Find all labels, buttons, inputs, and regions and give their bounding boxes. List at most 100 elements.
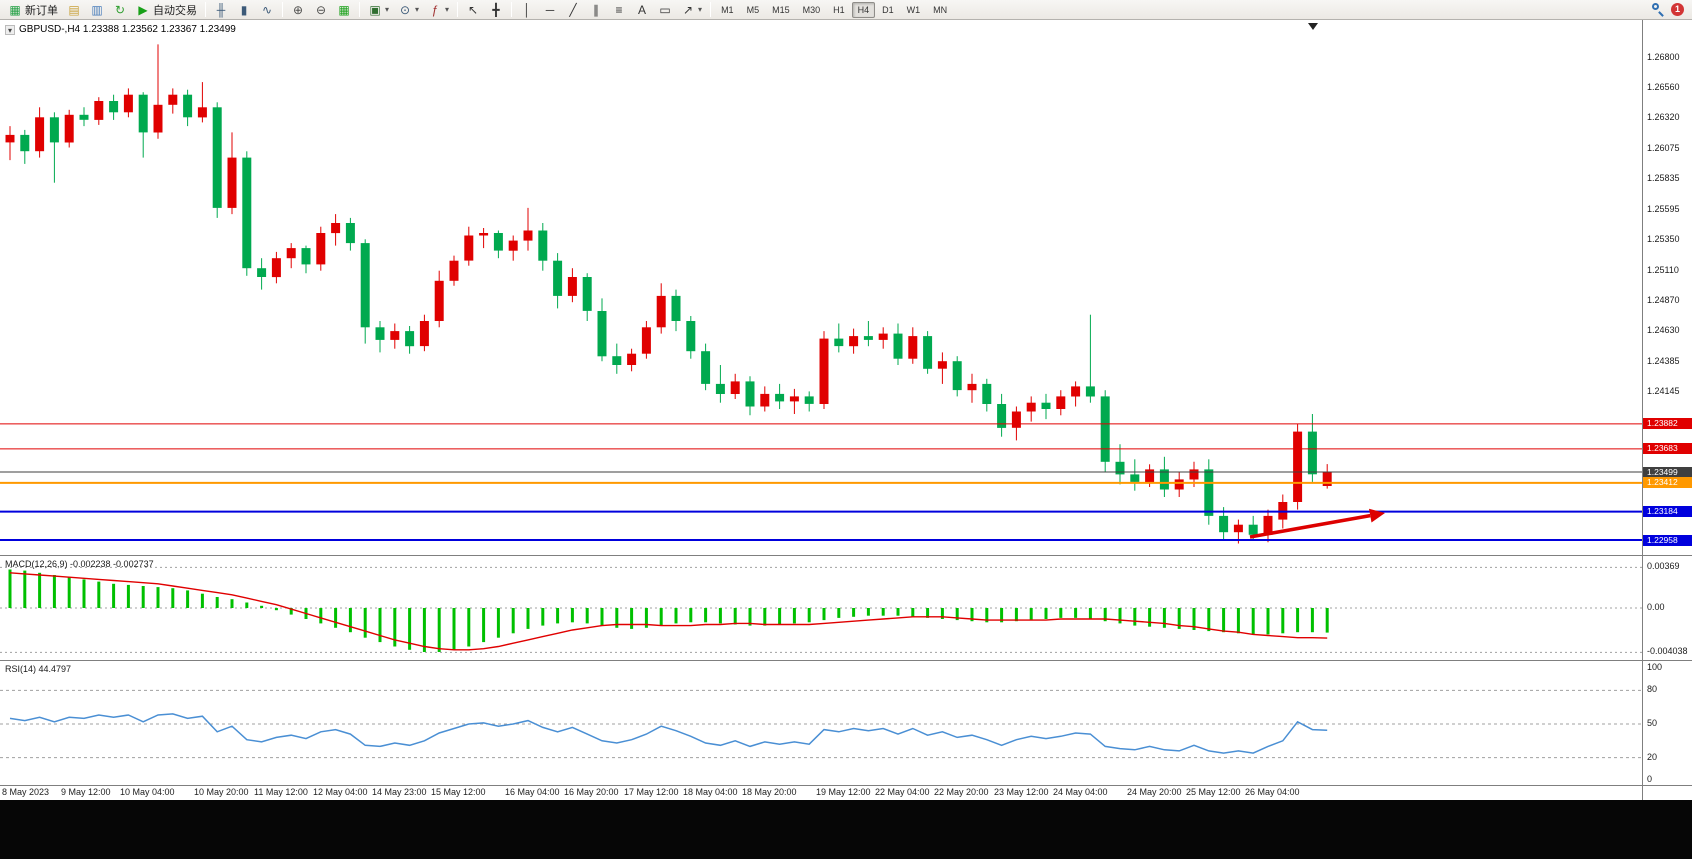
time-axis-label: 24 May 20:00	[1127, 787, 1182, 797]
auto-trading-button[interactable]: ▶ 自动交易	[132, 1, 201, 19]
chart-header: ▾ GBPUSD-,H4 1.23388 1.23562 1.23367 1.2…	[5, 24, 236, 35]
shapes-icon-glyph: ▭	[659, 2, 671, 17]
search-icon-handle	[1658, 11, 1664, 17]
crosshair-icon[interactable]: ╋	[485, 1, 507, 19]
main-chart-panel: 1.26800 1.26560 1.26320 1.26075 1.25835 1.255…	[0, 20, 1692, 555]
fibonacci-icon-glyph: ≡	[615, 2, 623, 17]
chart-shift-marker[interactable]	[1308, 23, 1318, 30]
time-axis[interactable]: 8 May 2023 9 May 12:00 10 May 04:00 10 May …	[0, 785, 1692, 800]
vertical-line-icon-glyph: │	[523, 2, 531, 17]
text-icon-glyph: A	[638, 2, 647, 17]
time-axis-label: 15 May 12:00	[431, 787, 486, 797]
zoom-out-icon[interactable]: ⊖	[310, 1, 332, 19]
timeframe-h4[interactable]: H4	[851, 1, 876, 18]
macd-axis[interactable]: 0.00369 0.00 -0.004038	[1642, 556, 1692, 660]
text-icon[interactable]: A	[631, 1, 653, 19]
horizontal-line-icon-glyph: ─	[545, 2, 555, 17]
refresh-icon-glyph: ↻	[114, 2, 126, 17]
market-watch-icon-glyph: ▥	[91, 2, 103, 17]
chart-window-icon[interactable]: ▤	[63, 1, 85, 19]
price-axis-tick: 1.25350	[1647, 234, 1680, 245]
channel-icon[interactable]: ∥	[585, 1, 607, 19]
macd-axis-tick: 0.00	[1647, 602, 1665, 612]
price-axis-tick: 1.24145	[1647, 385, 1680, 396]
rsi-axis[interactable]: 100 80 50 20 0	[1642, 661, 1692, 785]
tile-windows-icon[interactable]: ▦	[333, 1, 355, 19]
search-icon[interactable]	[1652, 3, 1665, 17]
arrows-icon[interactable]: ↗ ▾	[677, 1, 706, 19]
shapes-icon[interactable]: ▭	[654, 1, 676, 19]
time-axis-label: 17 May 12:00	[624, 787, 679, 797]
time-axis-label: 12 May 04:00	[313, 787, 368, 797]
chevron-down-icon: ▾	[415, 5, 420, 14]
rsi-axis-tick: 100	[1647, 662, 1663, 672]
main-chart-svg[interactable]	[0, 20, 1642, 555]
toolbar-separator	[457, 2, 459, 17]
indicators-icon-glyph: ƒ	[431, 2, 439, 17]
price-line-label: 1.23499	[1643, 466, 1692, 478]
timeframe-m30[interactable]: M30	[802, 4, 821, 15]
bar-chart-icon[interactable]: ╫	[210, 1, 232, 19]
rsi-axis-tick: 0	[1647, 774, 1653, 784]
toolbar-right-group: 1	[1652, 3, 1688, 17]
trendline-icon[interactable]: ╱	[562, 1, 584, 19]
timeframe-d1[interactable]: D1	[882, 4, 894, 15]
annotation-arrow-shaft[interactable]	[1249, 513, 1371, 539]
toolbar-separator	[359, 2, 360, 17]
macd-axis-tick: 0.00369	[1647, 561, 1680, 572]
timeframe-m5[interactable]: M5	[746, 4, 760, 15]
timeframe-m1[interactable]: M1	[721, 4, 734, 15]
auto-trading-button-label: 自动交易	[153, 4, 197, 17]
price-axis-tick: 1.24870	[1647, 294, 1680, 305]
new-order-button-glyph: ▦	[9, 2, 21, 17]
timeframe-h1[interactable]: H1	[833, 4, 845, 15]
period-clock-icon[interactable]: ⊙ ▾	[394, 1, 423, 19]
price-axis[interactable]: 1.26800 1.26560 1.26320 1.26075 1.25835 1.255…	[1642, 20, 1692, 555]
indicators-icon[interactable]: ƒ ▾	[424, 1, 453, 19]
tile-windows-icon-glyph: ▦	[338, 2, 350, 17]
price-line-label: 1.23184	[1643, 506, 1692, 518]
fibonacci-icon[interactable]: ≡	[608, 1, 630, 19]
time-axis-label: 16 May 04:00	[505, 787, 560, 797]
timeframe-m15[interactable]: M15	[772, 4, 790, 15]
new-chart-icon[interactable]: ▣ ▾	[364, 1, 393, 19]
annotation-arrow-head[interactable]	[1369, 508, 1385, 523]
new-order-button[interactable]: ▦ 新订单	[4, 1, 62, 19]
price-line-label: 1.23412	[1643, 477, 1692, 489]
toolbar-separator	[205, 2, 206, 17]
zoom-in-icon[interactable]: ⊕	[287, 1, 309, 19]
cursor-icon[interactable]: ↖	[462, 1, 484, 19]
zoom-in-icon-glyph: ⊕	[292, 2, 304, 17]
toolbar: ▦ 新订单 ▤ ▥ ↻ ▶ 自动交易 ╫ ▮ ∿ ⊕ ⊖ ▦ ▣ ▾ ⊙ ▾ ƒ ▾ ↖ ╋ │ ─ ╱ ∥ ≡ A ▭ ↗ ▾ M1 M5…	[0, 0, 1692, 20]
new-order-button-label: 新订单	[25, 4, 58, 17]
candlestick-chart-icon[interactable]: ▮	[233, 1, 255, 19]
symbol-ohlc-text: GBPUSD-,H4 1.23388 1.23562 1.23367 1.234…	[19, 24, 236, 35]
refresh-icon[interactable]: ↻	[109, 1, 131, 19]
notification-badge[interactable]: 1	[1671, 3, 1684, 16]
time-axis-label: 10 May 04:00	[120, 787, 175, 797]
new-chart-icon-glyph: ▣	[369, 2, 381, 17]
time-axis-label: 18 May 04:00	[683, 787, 738, 797]
rsi-panel: 100 80 50 20 0 RSI(14) 44.4797	[0, 660, 1692, 785]
vertical-line-icon[interactable]: │	[516, 1, 538, 19]
price-line-label: 1.22958	[1643, 534, 1692, 546]
macd-histogram	[8, 569, 1329, 652]
macd-panel: 0.00369 0.00 -0.004038 MACD(12,26,9) -0.00…	[0, 555, 1692, 660]
market-watch-icon[interactable]: ▥	[86, 1, 108, 19]
rsi-axis-tick: 50	[1647, 718, 1658, 728]
macd-svg[interactable]	[0, 557, 1642, 661]
timeframe-mn[interactable]: MN	[933, 4, 948, 15]
horizontal-line-icon[interactable]: ─	[539, 1, 561, 19]
timeframe-w1[interactable]: W1	[906, 4, 921, 15]
price-axis-tick: 1.25595	[1647, 203, 1680, 214]
price-axis-tick: 1.26320	[1647, 112, 1680, 123]
line-chart-icon[interactable]: ∿	[256, 1, 278, 19]
arrows-icon-glyph: ↗	[683, 2, 694, 17]
bar-chart-icon-glyph: ╫	[216, 2, 226, 17]
rsi-svg[interactable]	[0, 662, 1642, 786]
toolbar-main-group: ▦ 新订单 ▤ ▥ ↻ ▶ 自动交易 ╫ ▮ ∿ ⊕ ⊖ ▦ ▣ ▾ ⊙ ▾ ƒ ▾ ↖ ╋ │ ─ ╱ ∥ ≡ A ▭ ↗ ▾	[4, 1, 714, 19]
chevron-down-icon: ▾	[385, 5, 390, 14]
chart-dropdown-icon[interactable]: ▾	[5, 24, 15, 35]
toolbar-separator	[282, 2, 283, 17]
